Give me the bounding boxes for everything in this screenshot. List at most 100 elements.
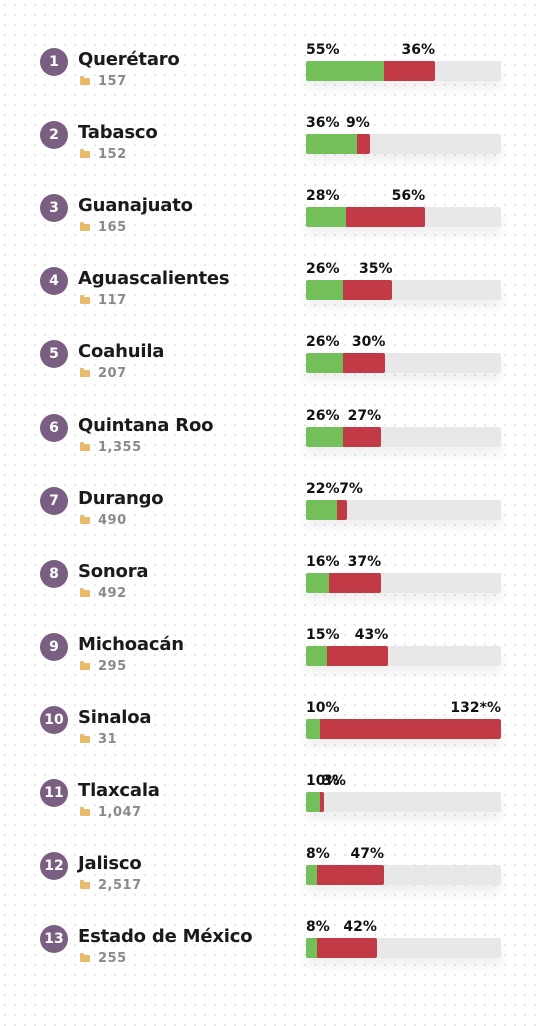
bar-area: 22% 7% — [306, 481, 501, 527]
state-name: Durango — [78, 487, 164, 509]
green-bar-segment — [306, 572, 329, 593]
bar-track — [306, 938, 501, 959]
green-percent-label: 26% — [306, 261, 340, 278]
red-bar-segment — [342, 280, 393, 301]
green-percent-label: 55% — [306, 42, 340, 58]
folder-icon — [80, 222, 90, 232]
green-bar-segment — [306, 207, 346, 228]
folder-icon — [80, 953, 90, 963]
bar-area: 28% 56% — [306, 188, 501, 234]
green-bar-segment — [306, 792, 321, 812]
bar-track — [306, 280, 501, 301]
count-label: 1,355 — [98, 439, 142, 455]
green-percent-label: 16% — [306, 553, 340, 570]
bar-track — [306, 134, 501, 155]
green-bar-segment — [306, 280, 343, 301]
bar-area: 26% 35% — [306, 261, 501, 307]
rank-badge: 12 — [40, 852, 68, 881]
green-percent-label: 22% — [306, 480, 340, 497]
green-percent-label: 15% — [306, 626, 340, 643]
bar-area: 55% 36% — [306, 42, 501, 88]
green-bar-segment — [306, 718, 321, 739]
count-label: 31 — [98, 731, 118, 747]
count-label: 157 — [98, 74, 127, 89]
red-percent-label: 42% — [343, 919, 377, 936]
rank-badge: 5 — [40, 340, 68, 369]
chart-row: 9 Michoacán 295 15% 43% — [0, 627, 542, 706]
folder-icon — [80, 295, 90, 305]
rank-badge: 4 — [40, 267, 68, 296]
red-bar-segment — [342, 426, 382, 447]
rank-badge: 3 — [40, 194, 68, 223]
chart-row: 1 Querétaro 157 55% 36% — [0, 42, 542, 121]
folder-icon — [80, 368, 90, 378]
green-percent-label: 8% — [306, 919, 330, 936]
bar-area: 15% 43% — [306, 627, 501, 673]
green-bar-segment — [306, 865, 318, 886]
count-label: 295 — [98, 658, 127, 674]
count-label: 117 — [98, 293, 127, 309]
green-bar-segment — [306, 645, 328, 666]
rank-badge: 9 — [40, 632, 68, 661]
count-label: 1,047 — [98, 805, 142, 820]
green-bar-segment — [306, 61, 384, 81]
chart-row: 8 Sonora 492 16% 37% — [0, 554, 542, 633]
chart-row: 11 Tlaxcala 1,047 10% 3% — [0, 773, 542, 852]
green-bar-segment — [306, 938, 318, 959]
chart-row: 2 Tabasco 152 36% 9% — [0, 115, 542, 194]
folder-icon — [80, 441, 90, 451]
red-percent-label: 9% — [346, 115, 370, 132]
count-label: 2,517 — [98, 878, 142, 894]
count-label: 490 — [98, 512, 127, 528]
red-percent-label: 30% — [351, 334, 386, 351]
bar-track — [306, 426, 501, 447]
green-percent-label: 36% — [306, 115, 340, 132]
state-name: Estado de México — [78, 926, 253, 948]
folder-icon — [80, 76, 90, 85]
chart-row: 12 Jalisco 2,517 8% 47% — [0, 846, 542, 925]
state-name: Aguascalientes — [78, 268, 230, 290]
red-percent-label: 36% — [401, 42, 436, 58]
count-label: 152 — [98, 147, 127, 163]
red-percent-label: 132*% — [450, 699, 501, 716]
rank-badge: 7 — [40, 486, 68, 515]
chart-row: 3 Guanajuato 165 28% 56% — [0, 188, 542, 267]
state-name: Guanajuato — [78, 195, 193, 217]
rank-badge: 13 — [40, 925, 68, 954]
folder-icon — [80, 660, 90, 670]
rank-badge: 1 — [40, 48, 68, 76]
red-bar-segment — [384, 61, 436, 81]
rank-badge: 10 — [40, 705, 68, 734]
state-name: Coahuila — [78, 341, 165, 363]
chart-row: 4 Aguascalientes 117 26% 35% — [0, 261, 542, 340]
bar-track — [306, 353, 501, 374]
red-bar-segment — [317, 938, 377, 959]
green-bar-segment — [306, 353, 343, 374]
folder-icon — [80, 880, 90, 890]
state-name: Sinaloa — [78, 706, 152, 728]
folder-icon — [80, 149, 90, 159]
rank-badge: 2 — [40, 121, 68, 150]
count-label: 165 — [98, 220, 127, 236]
red-percent-label: 7% — [339, 480, 363, 497]
green-percent-label: 26% — [306, 334, 340, 351]
red-bar-segment — [342, 353, 386, 374]
state-name: Querétaro — [78, 49, 180, 70]
red-bar-segment — [320, 792, 325, 812]
chart-row: 5 Coahuila 207 26% 30% — [0, 334, 542, 413]
green-percent-label: 26% — [306, 407, 340, 424]
bar-area: 26% 27% — [306, 408, 501, 454]
state-name: Tabasco — [78, 122, 158, 144]
red-bar-segment — [327, 645, 389, 666]
red-percent-label: 3% — [322, 773, 346, 789]
red-bar-segment — [328, 572, 382, 593]
chart-row: 10 Sinaloa 31 10% 132*% — [0, 700, 542, 779]
bar-track — [306, 499, 501, 520]
bar-area: 8% 42% — [306, 919, 501, 965]
bar-area: 36% 9% — [306, 115, 501, 161]
rank-badge: 8 — [40, 559, 68, 588]
bar-area: 16% 37% — [306, 554, 501, 600]
red-percent-label: 35% — [358, 261, 393, 278]
green-bar-segment — [306, 499, 338, 520]
bar-track — [306, 207, 501, 228]
